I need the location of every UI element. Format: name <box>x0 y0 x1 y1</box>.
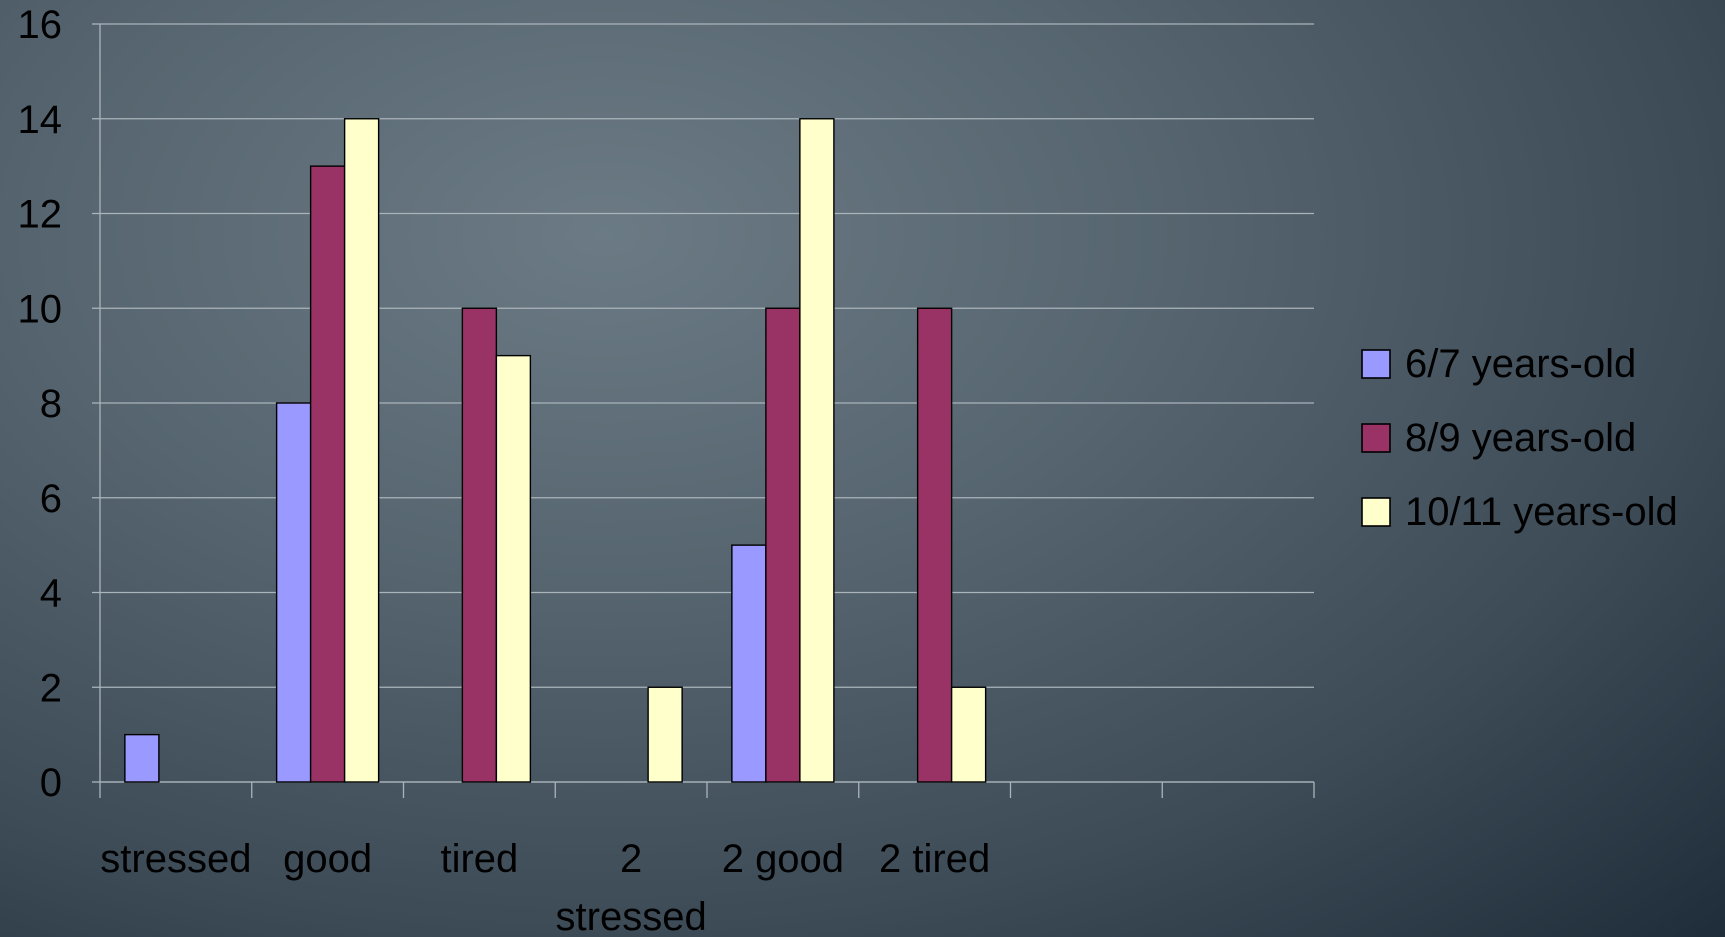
y-tick-label: 8 <box>40 382 62 426</box>
bar <box>799 118 835 783</box>
x-category-label: stressed <box>556 895 707 937</box>
legend-label: 6/7 years-old <box>1405 342 1636 386</box>
legend: 6/7 years-old 8/9 years-old 10/11 years-ol… <box>1361 342 1678 534</box>
legend-swatch <box>1361 497 1391 527</box>
legend-label: 8/9 years-old <box>1405 416 1636 460</box>
legend-swatch <box>1361 349 1391 379</box>
x-category-label: tired <box>440 837 518 881</box>
bar <box>950 686 987 783</box>
x-category-label: 2 <box>620 837 642 881</box>
y-tick-label: 16 <box>18 3 63 47</box>
y-tick-labels: 0 2 4 6 8 10 12 14 16 <box>18 3 63 805</box>
bar <box>124 733 160 783</box>
bar <box>765 307 801 783</box>
y-tick-label: 12 <box>18 193 63 237</box>
legend-swatch <box>1361 423 1391 453</box>
x-category-label: 2 good <box>722 837 844 881</box>
bar <box>309 165 346 783</box>
x-category-label: 2 tired <box>879 837 990 881</box>
bar <box>495 354 532 783</box>
y-tick-label: 10 <box>18 287 63 331</box>
bar <box>461 307 498 783</box>
bar <box>647 686 683 783</box>
y-tick-label: 2 <box>40 666 62 710</box>
x-category-labels: stressed good tired 2 stressed 2 good 2 tired <box>100 837 990 937</box>
axes <box>92 23 1315 798</box>
x-category-label: good <box>283 837 372 881</box>
bar <box>343 118 380 783</box>
bar <box>916 307 953 783</box>
y-tick-label: 14 <box>18 98 63 142</box>
bar <box>731 544 767 783</box>
legend-label: 10/11 years-old <box>1405 490 1678 534</box>
x-category-label: stressed <box>100 837 251 881</box>
y-tick-label: 0 <box>40 761 62 805</box>
bar <box>275 402 312 783</box>
y-tick-label: 6 <box>40 477 62 521</box>
bars <box>124 118 987 783</box>
y-tick-label: 4 <box>40 572 62 616</box>
